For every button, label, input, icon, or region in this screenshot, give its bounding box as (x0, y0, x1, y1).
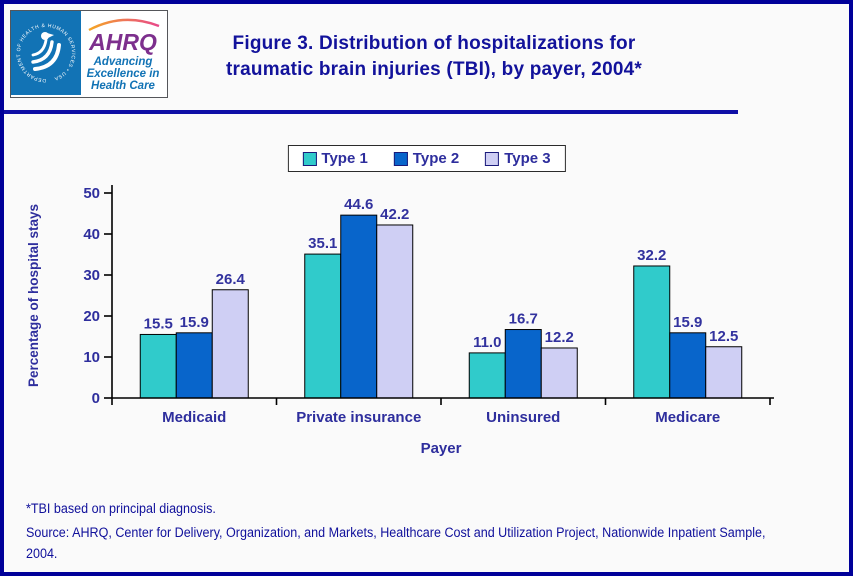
bar-value-label-medicare-type-2: 15.9 (673, 314, 702, 331)
figure-title-line-2: traumatic brain injuries (TBI), by payer… (226, 59, 642, 80)
bar-private-insurance-type-2 (340, 214, 378, 399)
y-tick-label: 30 (83, 267, 100, 284)
bar-value-label-uninsured-type-3: 12.2 (545, 329, 574, 346)
legend-label: Type 2 (412, 150, 460, 167)
bar-value-label-private-insurance-type-1: 35.1 (308, 235, 337, 252)
hhs-eagle-icon (31, 32, 61, 71)
ahrq-hhs-logo-graphic: DEPARTMENT OF HEALTH & HUMAN SERVICES • … (11, 11, 160, 95)
bar-value-label-medicare-type-1: 32.2 (637, 247, 666, 264)
y-tick-label: 50 (83, 185, 100, 202)
figure-title: Figure 3. Distribution of hospitalizatio… (154, 31, 714, 83)
bar-value-label-private-insurance-type-3: 42.2 (380, 206, 409, 223)
hhs-seal-icon: DEPARTMENT OF HEALTH & HUMAN SERVICES • … (11, 11, 81, 95)
x-category-label-medicaid: Medicaid (162, 409, 226, 426)
bar-value-label-medicaid-type-1: 15.5 (144, 315, 173, 332)
bar-value-label-uninsured-type-2: 16.7 (509, 311, 538, 328)
bar-uninsured-type-2 (504, 329, 542, 399)
bar-value-label-private-insurance-type-2: 44.6 (344, 196, 373, 213)
bar-value-label-medicaid-type-2: 15.9 (180, 314, 209, 331)
ahrq-arc-icon (88, 18, 160, 32)
figure-title-line-1: Figure 3. Distribution of hospitalizatio… (232, 33, 636, 54)
footnote-source: Source: AHRQ, Center for Delivery, Organ… (26, 524, 766, 562)
x-category-label-private-insurance: Private insurance (296, 409, 421, 426)
legend-swatch-icon (302, 151, 317, 166)
svg-text:Advancing: Advancing (93, 56, 153, 68)
bar-medicare-type-2 (669, 332, 707, 399)
y-tick-label: 40 (83, 226, 100, 243)
x-category-label-medicare: Medicare (655, 409, 720, 426)
y-tick-label: 20 (83, 308, 100, 325)
footnote-tbi: *TBI based on principal diagnosis. (26, 501, 216, 516)
ahrq-hhs-logo: DEPARTMENT OF HEALTH & HUMAN SERVICES • … (10, 10, 168, 98)
x-axis-title: Payer (421, 440, 462, 457)
header-divider (4, 110, 738, 114)
legend-swatch-icon (485, 151, 500, 166)
svg-text:Excellence in: Excellence in (87, 68, 160, 80)
bar-medicare-type-1 (633, 265, 671, 399)
legend-item-type-1: Type 1 (302, 150, 368, 167)
bar-uninsured-type-3 (540, 347, 578, 399)
footnotes: *TBI based on principal diagnosis. Sourc… (26, 498, 770, 567)
bar-private-insurance-type-3 (376, 224, 414, 399)
bar-value-label-medicare-type-3: 12.5 (709, 328, 738, 345)
chart-legend: Type 1 Type 2 Type 3 (287, 145, 566, 172)
bar-uninsured-type-1 (468, 352, 506, 399)
bar-medicare-type-3 (705, 346, 743, 399)
legend-item-type-3: Type 3 (485, 150, 551, 167)
legend-swatch-icon (393, 151, 408, 166)
ahrq-wordmark: AHRQ Advancing Excellence in Health Care (87, 18, 160, 92)
ahrq-acronym: AHRQ (88, 29, 157, 55)
legend-label: Type 1 (321, 150, 368, 167)
ahrq-tagline: Advancing Excellence in Health Care (87, 56, 160, 92)
legend-item-type-2: Type 2 (393, 150, 460, 167)
bar-private-insurance-type-1 (304, 253, 342, 399)
bar-value-label-medicaid-type-3: 26.4 (216, 271, 246, 288)
bar-medicaid-type-1 (139, 333, 177, 399)
svg-text:Health Care: Health Care (91, 80, 156, 92)
y-axis-title: Percentage of hospital stays (26, 204, 41, 387)
y-tick-label: 0 (92, 390, 100, 407)
bar-medicaid-type-3 (211, 289, 249, 399)
x-category-label-uninsured: Uninsured (486, 409, 560, 426)
bar-value-label-uninsured-type-1: 11.0 (473, 334, 501, 351)
bar-chart: 15.5 15.9 26.4 35.1 44.6 42.2 11.0 16.7 12.2 32.2… (26, 185, 774, 457)
legend-label: Type 3 (504, 150, 551, 167)
y-tick-label: 10 (83, 349, 100, 366)
bar-medicaid-type-2 (175, 332, 213, 399)
